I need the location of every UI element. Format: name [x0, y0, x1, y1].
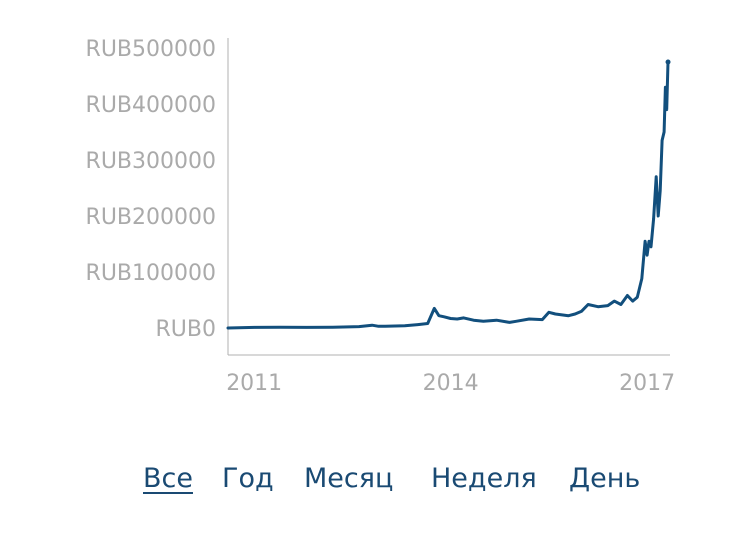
price-line	[226, 60, 670, 330]
price-chart: RUB0 RUB100000 RUB200000 RUB300000 RUB400000…	[86, 37, 676, 396]
range-week[interactable]: Неделя	[431, 463, 537, 494]
last-point-marker	[665, 59, 671, 65]
range-selector: Все Год Месяц Неделя День	[0, 455, 750, 505]
y-tick-label: RUB200000	[86, 205, 216, 230]
y-tick-label: RUB500000	[86, 37, 216, 62]
range-day[interactable]: День	[569, 463, 641, 494]
range-all[interactable]: Все	[143, 463, 193, 494]
x-axis: 2011 2014 2017	[226, 371, 675, 396]
range-year[interactable]: Год	[222, 463, 274, 494]
range-month[interactable]: Месяц	[304, 463, 394, 494]
y-tick-label: RUB300000	[86, 149, 216, 174]
x-tick-label: 2011	[226, 371, 282, 396]
y-tick-label: RUB0	[156, 317, 216, 342]
y-tick-label: RUB100000	[86, 261, 216, 286]
y-axis: RUB0 RUB100000 RUB200000 RUB300000 RUB400000…	[86, 37, 216, 342]
y-tick-label: RUB400000	[86, 93, 216, 118]
x-tick-label: 2014	[423, 371, 479, 396]
x-tick-label: 2017	[619, 371, 675, 396]
